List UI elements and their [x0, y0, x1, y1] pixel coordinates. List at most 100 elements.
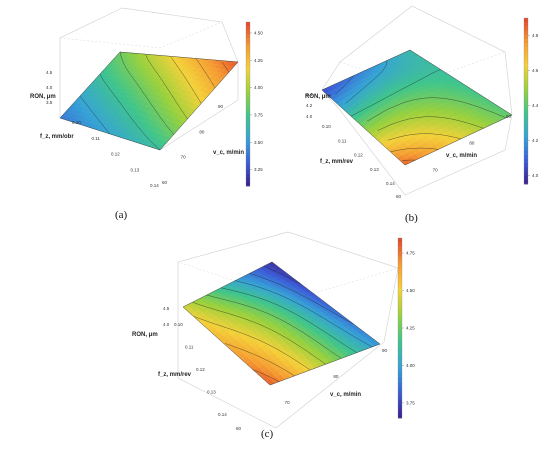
colorbar: 3.75 4.00 4.25 4.50 4.75 [397, 237, 415, 419]
z-tick-label: 4.0 [163, 322, 170, 327]
colorbar-segment [524, 138, 528, 143]
colorbar-segment [398, 395, 402, 401]
colorbar-segment [524, 34, 528, 40]
panel-b: 0.10 0.11 0.12 0.13 0.14 f_z, mm/rev 60 70 80 90 v… [305, 5, 539, 199]
colorbar-segment [524, 117, 528, 123]
z-axis-label: RON, μm [305, 94, 331, 100]
contour-line [79, 95, 111, 135]
colorbar-segment [246, 161, 250, 166]
contour-line [345, 60, 388, 104]
x-tick-label: 0.13 [207, 390, 216, 395]
colorbar-segment [398, 274, 402, 279]
y-tick-label: 70 [285, 400, 291, 405]
colorbar-segment [524, 130, 528, 135]
colorbar-segment [246, 124, 250, 129]
colorbar-segment [524, 18, 528, 23]
colorbar-segment [246, 34, 250, 39]
x-tick-label: 0.14 [218, 412, 227, 417]
x-tick-label: 0.12 [354, 153, 363, 158]
colorbar-segment [246, 50, 250, 56]
colorbar-segment [524, 92, 528, 98]
panel-c: 0.10 0.11 0.12 0.13 0.14 f_z, mm/rev 60 70 80 90 v… [132, 231, 415, 431]
colorbar-segment [398, 287, 402, 293]
x-tick-label: 0.14 [386, 181, 395, 186]
z-axis-label: RON, μm [132, 332, 158, 338]
colorbar-segment [524, 55, 528, 60]
contour-line [225, 343, 295, 377]
colorbar-segment [524, 47, 528, 52]
colorbar-segment [246, 58, 250, 64]
colorbar-segment [246, 75, 250, 80]
colorbar-segment [398, 269, 402, 275]
contour-line [171, 57, 202, 104]
colorbar-segment [246, 157, 250, 162]
colorbar-segment [246, 116, 250, 121]
colorbar-segment [524, 113, 528, 118]
caption-c: (c) [261, 428, 274, 440]
y-tick-label: 90 [218, 104, 224, 109]
colorbar-tick-label: 4.4 [532, 103, 539, 108]
colorbar-segment [398, 377, 402, 383]
x-axis-label: f_z, mm/obr [40, 134, 74, 140]
colorbar-segment [398, 260, 402, 266]
y-tick-label: 80 [199, 129, 205, 134]
x-tick-label: 0.11 [338, 138, 347, 143]
colorbar-segment [246, 177, 250, 183]
colorbar-segment [524, 67, 528, 73]
colorbar-segment [398, 256, 402, 261]
colorbar-segment [246, 108, 250, 113]
colorbar-segment [246, 87, 250, 93]
y-tick-label: 90 [506, 114, 512, 119]
colorbar-segment [398, 332, 402, 338]
colorbar-segment [246, 30, 250, 35]
colorbar-segment [524, 159, 528, 164]
colorbar-segment [398, 355, 402, 360]
colorbar-segment [398, 278, 402, 284]
colorbar-segment [524, 134, 528, 139]
colorbar-segment [246, 22, 250, 27]
panel-box-grid [59, 7, 223, 49]
panel-box-frame [177, 231, 399, 429]
contour-line [367, 97, 507, 122]
surface-mesh [182, 261, 381, 386]
colorbar-tick-label: 3.25 [254, 167, 263, 172]
colorbar-segment [398, 391, 402, 396]
colorbar-segment [246, 149, 250, 154]
colorbar-segment [246, 145, 250, 150]
colorbar-segment [398, 400, 402, 405]
colorbar-tick-label: 4.00 [254, 85, 263, 90]
colorbar-segment [398, 341, 402, 347]
colorbar-segment [524, 154, 528, 160]
contour-line [99, 73, 161, 151]
colorbar-segment [246, 99, 250, 105]
colorbar-segment [398, 238, 402, 243]
colorbar-segment [524, 30, 528, 35]
z-tick-label: 4.5 [163, 306, 170, 311]
contour-line [206, 294, 342, 359]
y-axis-label: v_c, m/min [446, 153, 477, 159]
colorbar-segment [524, 109, 528, 114]
z-tick-label: 3.5 [46, 100, 53, 105]
colorbar-segment [246, 181, 250, 187]
colorbar-tick-label: 3.75 [254, 112, 263, 117]
colorbar-segment [246, 153, 250, 158]
colorbar-segment [524, 167, 528, 172]
colorbar-segment [524, 150, 528, 156]
colorbar-segment [246, 112, 250, 117]
colorbar-segment [246, 104, 250, 109]
colorbar-segment [524, 105, 528, 110]
colorbar-segment [524, 59, 528, 65]
y-tick-label: 60 [236, 426, 242, 431]
colorbar-tick-label: 4.75 [406, 251, 415, 256]
x-tick-label: 0.13 [131, 167, 140, 172]
x-tick-label: 0.14 [150, 183, 159, 188]
contour-line [119, 51, 174, 135]
z-axis-label: RON, μm [30, 94, 56, 100]
y-tick-label: 80 [469, 141, 475, 146]
y-tick-label: 70 [433, 167, 439, 172]
colorbar-segment [398, 292, 402, 297]
z-tick-label: 4.0 [306, 114, 313, 119]
x-tick-label: 0.12 [111, 152, 120, 157]
colorbar-tick-label: 3.75 [406, 401, 415, 406]
